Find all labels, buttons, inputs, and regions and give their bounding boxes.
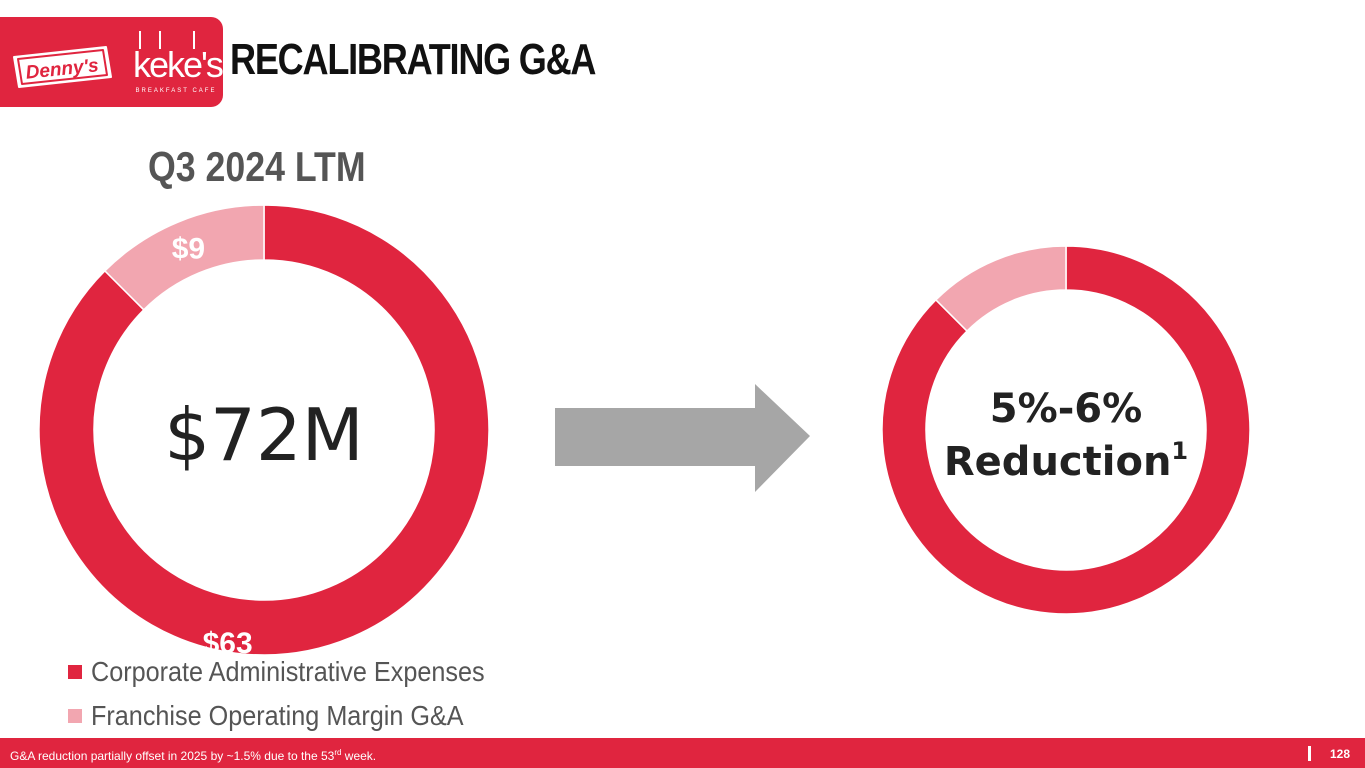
chart-title: Q3 2024 LTM bbox=[148, 143, 366, 190]
data-label-0: $63 bbox=[203, 627, 253, 660]
donut-slice-1 bbox=[934, 245, 1067, 333]
logo-block: Denny's keke's BREAKFAST CAFE bbox=[0, 17, 224, 107]
donut-chart-ltm: $63 $9 bbox=[38, 204, 490, 660]
donut-slice-0 bbox=[38, 204, 490, 656]
donut-slice-0 bbox=[881, 245, 1251, 615]
page-title: RECALIBRATING G&A bbox=[230, 35, 596, 84]
center-label-reduction-text: Reduction1 bbox=[944, 437, 1188, 485]
legend-item-franchise: Franchise Operating Margin G&A bbox=[68, 694, 528, 738]
footer-divider bbox=[1308, 746, 1311, 761]
kekes-logo-tagline: BREAKFAST CAFE bbox=[135, 88, 217, 94]
donut-chart-reduction bbox=[881, 245, 1251, 615]
legend-swatch-corporate bbox=[68, 665, 82, 679]
legend-item-corporate: Corporate Administrative Expenses bbox=[68, 650, 528, 694]
reduction-footnote-marker: 1 bbox=[1171, 437, 1188, 465]
kekes-logo-text: keke's bbox=[133, 44, 224, 85]
legend-swatch-franchise bbox=[68, 709, 82, 723]
footnote: G&A reduction partially offset in 2025 b… bbox=[10, 748, 377, 763]
chart-canvas: $63 $9 $72M 5%-6% Reduction1 bbox=[38, 204, 1251, 660]
footer-bar: G&A reduction partially offset in 2025 b… bbox=[0, 738, 1365, 768]
kekes-logo: keke's BREAKFAST CAFE bbox=[133, 29, 224, 99]
legend-label-corporate: Corporate Administrative Expenses bbox=[91, 656, 485, 687]
dennys-logo: Denny's bbox=[13, 46, 112, 88]
donut-slice-1 bbox=[103, 204, 265, 311]
page-number: 128 bbox=[1330, 747, 1351, 761]
center-label-total: $72M bbox=[164, 393, 364, 477]
right-arrow-icon bbox=[555, 384, 810, 492]
legend: Corporate Administrative Expenses Franch… bbox=[68, 650, 528, 738]
legend-label-franchise: Franchise Operating Margin G&A bbox=[91, 700, 464, 731]
data-label-1: $9 bbox=[172, 233, 205, 266]
reduction-word: Reduction bbox=[944, 439, 1172, 485]
center-label-reduction-range: 5%-6% bbox=[990, 386, 1142, 432]
